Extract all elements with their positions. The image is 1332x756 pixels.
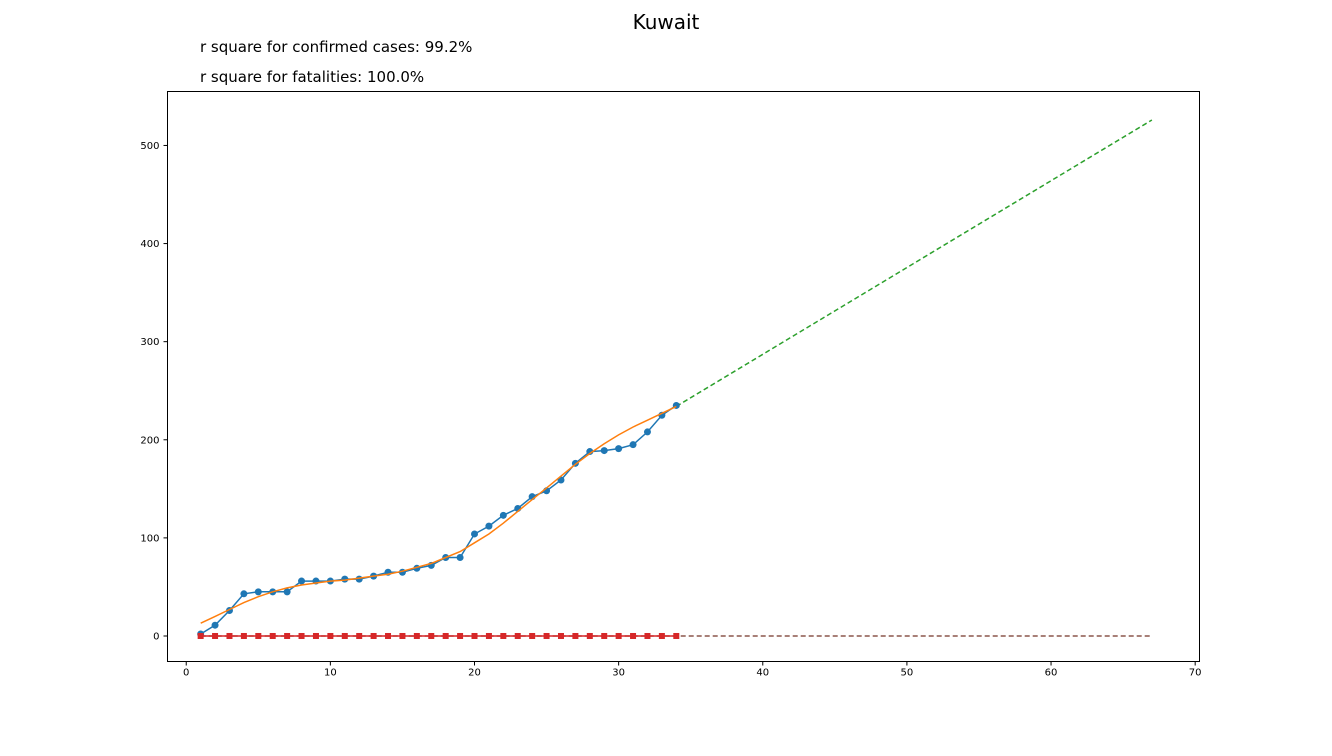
fatalities-point	[269, 632, 276, 639]
fatalities-point	[428, 632, 435, 639]
x-tick-label: 70	[1189, 668, 1202, 679]
fatalities-point	[457, 632, 464, 639]
r-square-confirmed-annotation: r square for confirmed cases: 99.2%	[200, 38, 473, 56]
fatalities-point	[255, 632, 262, 639]
y-tick-label: 300	[140, 337, 159, 348]
fatalities-point	[601, 632, 608, 639]
confirmed-projection-line	[675, 119, 1153, 408]
fatalities-point	[370, 632, 377, 639]
y-tick-label: 0	[153, 631, 159, 642]
x-tick-label: 40	[756, 668, 769, 679]
plot-area-frame	[167, 91, 1200, 662]
confirmed-cases-point	[456, 554, 464, 562]
confirmed-cases-point	[629, 441, 637, 449]
fatalities-point	[543, 632, 550, 639]
x-tick-label: 60	[1045, 668, 1058, 679]
confirmed-cases-point	[254, 588, 262, 596]
fatalities-point	[673, 632, 680, 639]
x-tick-label: 50	[901, 668, 914, 679]
fatalities-point	[630, 632, 637, 639]
confirmed-cases-point	[615, 445, 623, 453]
chart-title: Kuwait	[632, 10, 700, 34]
x-axis: 0 10 20 30 40 50 60 70	[183, 661, 1202, 679]
fatalities-point	[312, 632, 319, 639]
fatalities-point	[356, 632, 363, 639]
fatalities-point	[586, 632, 593, 639]
y-tick-label: 500	[140, 141, 159, 152]
fatalities-point	[514, 632, 521, 639]
confirmed-cases-point	[586, 448, 594, 456]
fatalities-point	[615, 632, 622, 639]
fatalities-point	[298, 632, 305, 639]
confirmed-cases-point	[643, 428, 651, 436]
fatalities-point	[500, 632, 507, 639]
fatalities-point	[644, 632, 651, 639]
confirmed-cases-point	[240, 590, 248, 598]
x-tick-label: 30	[612, 668, 625, 679]
fatalities-point	[197, 632, 204, 639]
confirmed-cases-point	[471, 530, 479, 538]
y-tick-label: 200	[140, 435, 159, 446]
x-tick-label: 10	[324, 668, 337, 679]
fatalities-point	[572, 632, 579, 639]
confirmed-cases-point	[283, 588, 291, 596]
fatalities-point	[341, 632, 348, 639]
fatalities-point	[284, 632, 291, 639]
fatalities-point	[442, 632, 449, 639]
fatalities-point	[327, 632, 334, 639]
fatalities-point	[413, 632, 420, 639]
confirmed-cases-point	[298, 577, 306, 585]
y-tick-label: 400	[140, 239, 159, 250]
fatalities-point	[529, 632, 536, 639]
confirmed-fit-line	[200, 405, 677, 624]
fatalities-point	[240, 632, 247, 639]
x-tick-label: 20	[468, 668, 481, 679]
fatalities-point	[226, 632, 233, 639]
confirmed-cases-line	[200, 404, 677, 635]
r-square-fatalities-annotation: r square for fatalities: 100.0%	[200, 68, 425, 86]
fatalities-point	[557, 632, 564, 639]
fatalities-point	[658, 632, 665, 639]
series-layer	[197, 119, 1153, 639]
confirmed-cases-point	[211, 621, 219, 629]
fatalities-point	[399, 632, 406, 639]
y-tick-label: 100	[140, 533, 159, 544]
fatalities-point	[485, 632, 492, 639]
fatalities-point	[212, 632, 219, 639]
fatalities-point	[471, 632, 478, 639]
confirmed-cases-point	[600, 447, 608, 455]
confirmed-cases-point	[499, 511, 507, 519]
x-tick-label: 0	[183, 668, 189, 679]
fatalities-point	[385, 632, 392, 639]
y-axis: 0 100 200 300 400 500	[140, 141, 168, 642]
confirmed-cases-point	[485, 522, 493, 530]
